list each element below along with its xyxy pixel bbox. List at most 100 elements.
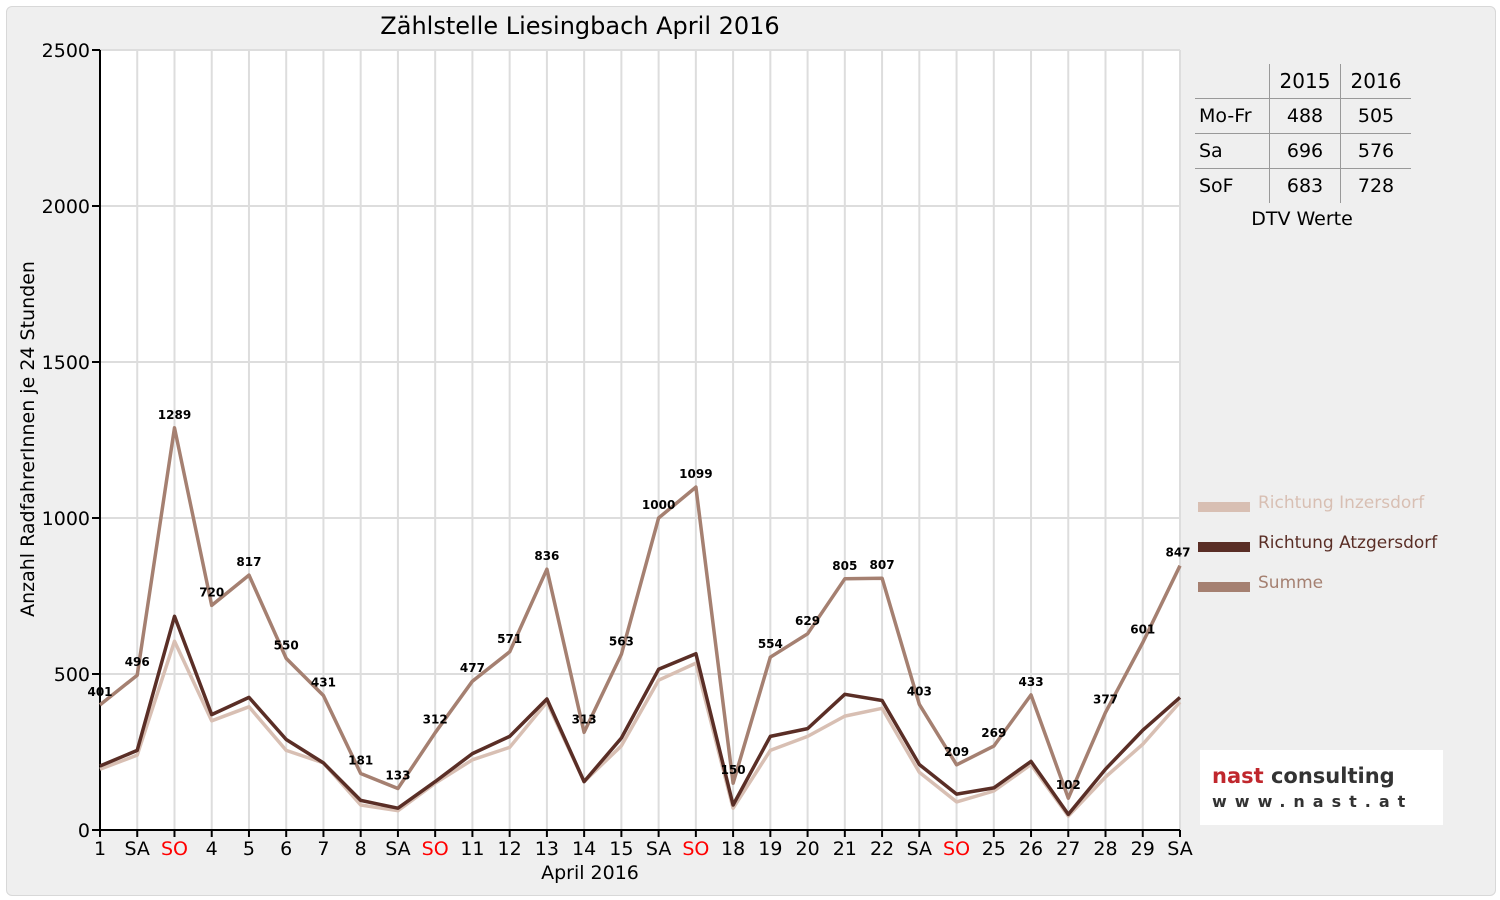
dtv-row: SoF 683 728 (1195, 168, 1411, 203)
company-logo: nast consulting www.nast.at (1200, 750, 1443, 825)
data-label: 720 (199, 585, 224, 599)
data-label: 313 (572, 712, 597, 726)
data-label: 401 (87, 685, 112, 699)
y-tick-label: 500 (54, 664, 90, 686)
data-label: 431 (311, 676, 336, 690)
x-tick-label: 15 (609, 838, 633, 860)
dtv-value-2016: 576 (1340, 133, 1411, 169)
y-tick-label: 1500 (42, 352, 90, 374)
data-label: 1000 (642, 498, 675, 512)
dtv-header-2015: 2015 (1269, 64, 1341, 99)
dtv-value-2015: 488 (1269, 98, 1341, 134)
x-tick-label: 6 (280, 838, 292, 860)
x-tick-label: 18 (721, 838, 745, 860)
x-tick-label: 1 (94, 838, 106, 860)
y-tick-label: 2000 (42, 196, 90, 218)
dtv-header-2016: 2016 (1340, 64, 1411, 99)
x-tick-label: 22 (870, 838, 894, 860)
x-tick-label: SA (125, 838, 150, 860)
x-tick-label: SO (943, 838, 970, 860)
x-tick-label: 20 (795, 838, 819, 860)
dtv-header-row: 2015 2016 (1195, 64, 1411, 99)
dtv-header-blank (1195, 64, 1270, 99)
data-label: 133 (385, 769, 410, 783)
dtv-table: 2015 2016 Mo-Fr 488 505 Sa 696 576 SoF 6… (1195, 64, 1411, 203)
x-tick-label: 21 (833, 838, 857, 860)
data-label: 807 (870, 558, 895, 572)
x-tick-label: 8 (355, 838, 367, 860)
data-label: 563 (609, 634, 634, 648)
x-tick-label: SA (646, 838, 671, 860)
x-tick-label: SA (1167, 838, 1192, 860)
x-tick-label: 12 (498, 838, 522, 860)
dtv-row: Sa 696 576 (1195, 133, 1411, 169)
data-label: 847 (1165, 546, 1190, 560)
x-tick-label: 28 (1093, 838, 1117, 860)
data-label: 550 (274, 638, 299, 652)
data-label: 601 (1130, 622, 1155, 636)
dtv-caption: DTV Werte (1251, 208, 1353, 230)
series-line-3 (98, 426, 1182, 800)
x-tick-label: 7 (317, 838, 329, 860)
dtv-row-label: Sa (1195, 133, 1270, 169)
y-tick-label: 0 (78, 820, 90, 842)
dtv-value-2016: 728 (1340, 168, 1411, 203)
data-label: 1099 (679, 467, 712, 481)
data-label: 1289 (158, 408, 191, 422)
x-tick-label: 13 (535, 838, 559, 860)
y-axis-label: Anzahl RadfahrerInnen je 24 Stunden (17, 261, 39, 617)
x-tick-label: 11 (460, 838, 484, 860)
data-label: 477 (460, 661, 485, 675)
x-tick-label: 4 (206, 838, 218, 860)
dtv-value-2016: 505 (1340, 98, 1411, 134)
data-label: 805 (832, 559, 857, 573)
dtv-row-label: SoF (1199, 175, 1234, 197)
x-tick-label: SO (682, 838, 709, 860)
logo-url: www.nast.at (1212, 792, 1414, 811)
x-tick-label: 27 (1056, 838, 1080, 860)
x-axis-label: April 2016 (541, 862, 639, 884)
x-tick-label: SO (161, 838, 188, 860)
x-tick-label: 25 (982, 838, 1006, 860)
legend-swatch (1198, 582, 1250, 592)
dtv-row-label: Mo-Fr (1195, 98, 1270, 134)
data-label: 836 (534, 549, 559, 563)
x-tick-label: SA (385, 838, 410, 860)
data-label: 629 (795, 614, 820, 628)
data-label: 817 (236, 555, 261, 569)
logo-name-part2: consulting (1263, 764, 1395, 788)
data-label: 102 (1056, 778, 1081, 792)
logo-name: nast consulting (1212, 764, 1395, 788)
legend-label: Richtung Inzersdorf (1258, 493, 1425, 513)
series-line-2 (99, 614, 1182, 817)
data-label: 209 (944, 745, 969, 759)
legend-swatch (1198, 502, 1250, 512)
legend-swatch (1198, 542, 1250, 552)
dtv-value-2015: 683 (1269, 168, 1341, 203)
dtv-value-2015: 696 (1269, 133, 1341, 169)
data-label: 312 (423, 713, 448, 727)
legend-label: Richtung Atzgersdorf (1258, 533, 1438, 553)
data-label: 150 (721, 763, 746, 777)
data-label: 571 (497, 632, 522, 646)
data-label: 496 (125, 655, 150, 669)
logo-name-part1: nast (1212, 764, 1264, 788)
x-tick-label: 26 (1019, 838, 1043, 860)
data-label: 377 (1093, 692, 1118, 706)
y-tick-label: 2500 (42, 40, 90, 62)
series-line-1 (99, 639, 1182, 818)
y-tick-label: 1000 (42, 508, 90, 530)
dtv-row: Mo-Fr 488 505 (1195, 98, 1411, 134)
data-label: 181 (348, 754, 373, 768)
legend-label: Summe (1258, 573, 1324, 593)
x-tick-label: 19 (758, 838, 782, 860)
chart-title: Zählstelle Liesingbach April 2016 (380, 12, 780, 40)
data-label: 403 (907, 684, 932, 698)
x-tick-label: SO (422, 838, 449, 860)
data-label: 433 (1019, 675, 1044, 689)
x-tick-label: 5 (243, 838, 255, 860)
x-tick-label: 29 (1131, 838, 1155, 860)
x-tick-label: SA (907, 838, 932, 860)
data-label: 269 (981, 726, 1006, 740)
